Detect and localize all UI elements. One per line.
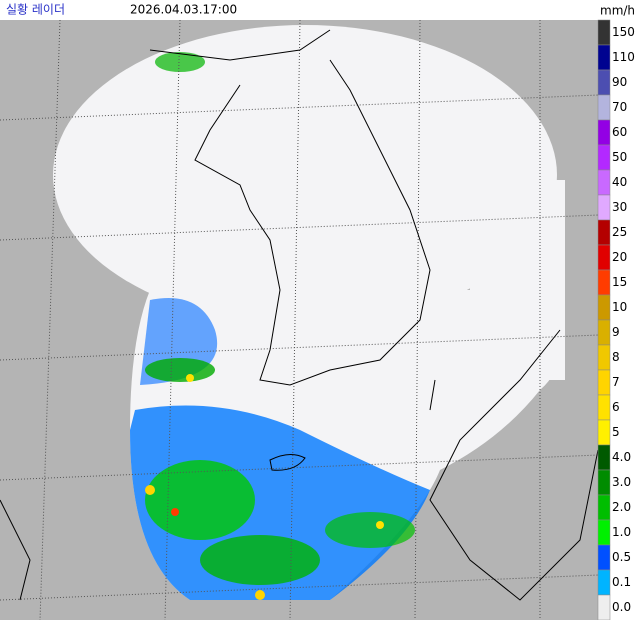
legend-swatch: [597, 494, 611, 521]
legend-swatch: [597, 69, 611, 96]
legend-label: 3.0: [612, 475, 631, 489]
legend-swatch: [597, 344, 611, 371]
legend: 150 110 90 70 60 50 40 30 25 20 15 10 9 8 7 6 5 4.0 3.0 2.0…: [597, 19, 635, 620]
legend-swatch: [597, 269, 611, 296]
legend-label: 110: [612, 50, 635, 64]
legend-swatch: [597, 19, 611, 46]
legend-label: 40: [612, 175, 627, 189]
legend-label: 30: [612, 200, 627, 214]
legend-swatch: [597, 219, 611, 246]
map-grid: [0, 19, 599, 620]
legend-swatch: [597, 369, 611, 396]
legend-label: 9: [612, 325, 620, 339]
legend-swatch: [597, 569, 611, 596]
legend-label: 2.0: [612, 500, 631, 514]
coastline: [0, 29, 599, 601]
legend-swatch: [597, 519, 611, 546]
legend-swatch: [597, 119, 611, 146]
timestamp: 2026.04.03.17:00: [130, 3, 237, 17]
legend-label: 150: [612, 25, 635, 39]
legend-swatch: [597, 94, 611, 121]
precipitation: [130, 52, 430, 600]
legend-swatch: [597, 144, 611, 171]
legend-label: 20: [612, 250, 627, 264]
title: 실황 레이더: [6, 3, 65, 17]
legend-swatch: [597, 469, 611, 496]
legend-swatch: [597, 294, 611, 321]
legend-swatch: [597, 444, 611, 471]
legend-label: 90: [612, 75, 627, 89]
legend-swatch: [597, 544, 611, 571]
legend-label: 10: [612, 300, 627, 314]
legend-swatch: [597, 419, 611, 446]
legend-swatch: [597, 194, 611, 221]
legend-label: 6: [612, 400, 620, 414]
legend-label: 4.0: [612, 450, 631, 464]
legend-label: 15: [612, 275, 627, 289]
header-bar: [0, 0, 635, 20]
legend-label: 7: [612, 375, 620, 389]
unit: mm/h: [600, 4, 635, 18]
legend-label: 25: [612, 225, 627, 239]
legend-label: 0.0: [612, 600, 631, 614]
legend-label: 60: [612, 125, 627, 139]
legend-label: 5: [612, 425, 620, 439]
legend-label: 0.5: [612, 550, 631, 564]
legend-swatch: [597, 169, 611, 196]
legend-label: 70: [612, 100, 627, 114]
legend-swatch: [597, 44, 611, 71]
legend-label: 50: [612, 150, 627, 164]
legend-swatch: [597, 244, 611, 271]
legend-swatch: [597, 594, 611, 620]
legend-swatch: [597, 319, 611, 346]
legend-label: 1.0: [612, 525, 631, 539]
legend-label: 8: [612, 350, 620, 364]
legend-label: 0.1: [612, 575, 631, 589]
legend-swatch: [597, 394, 611, 421]
